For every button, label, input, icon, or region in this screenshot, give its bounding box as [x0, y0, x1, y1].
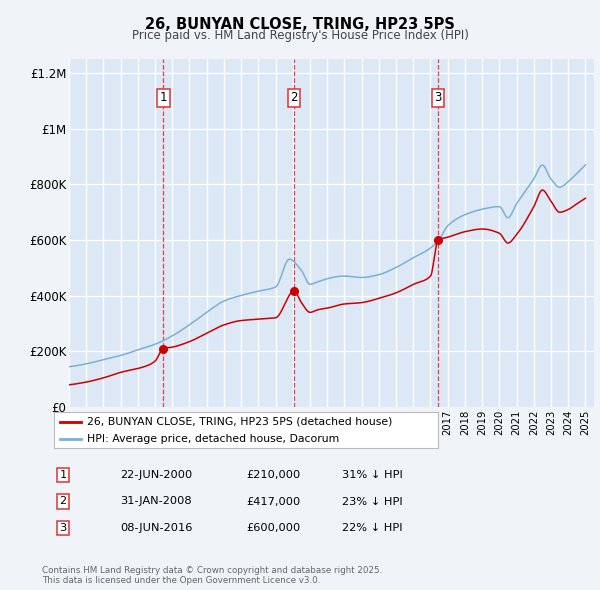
Text: 1: 1: [59, 470, 67, 480]
Text: £600,000: £600,000: [246, 523, 300, 533]
Text: 1: 1: [160, 91, 167, 104]
Text: 23% ↓ HPI: 23% ↓ HPI: [342, 497, 403, 506]
Text: 31-JAN-2008: 31-JAN-2008: [120, 497, 191, 506]
Text: 3: 3: [434, 91, 442, 104]
Text: 08-JUN-2016: 08-JUN-2016: [120, 523, 193, 533]
Text: 22-JUN-2000: 22-JUN-2000: [120, 470, 192, 480]
Text: 26, BUNYAN CLOSE, TRING, HP23 5PS (detached house): 26, BUNYAN CLOSE, TRING, HP23 5PS (detac…: [86, 417, 392, 427]
Text: Contains HM Land Registry data © Crown copyright and database right 2025.
This d: Contains HM Land Registry data © Crown c…: [42, 566, 382, 585]
Text: 31% ↓ HPI: 31% ↓ HPI: [342, 470, 403, 480]
Text: 26, BUNYAN CLOSE, TRING, HP23 5PS: 26, BUNYAN CLOSE, TRING, HP23 5PS: [145, 17, 455, 31]
Text: 3: 3: [59, 523, 67, 533]
Text: Price paid vs. HM Land Registry's House Price Index (HPI): Price paid vs. HM Land Registry's House …: [131, 30, 469, 42]
Text: HPI: Average price, detached house, Dacorum: HPI: Average price, detached house, Daco…: [86, 434, 339, 444]
Text: £210,000: £210,000: [246, 470, 300, 480]
Text: £417,000: £417,000: [246, 497, 300, 506]
Text: 22% ↓ HPI: 22% ↓ HPI: [342, 523, 403, 533]
Text: 2: 2: [59, 497, 67, 506]
Text: 2: 2: [290, 91, 298, 104]
